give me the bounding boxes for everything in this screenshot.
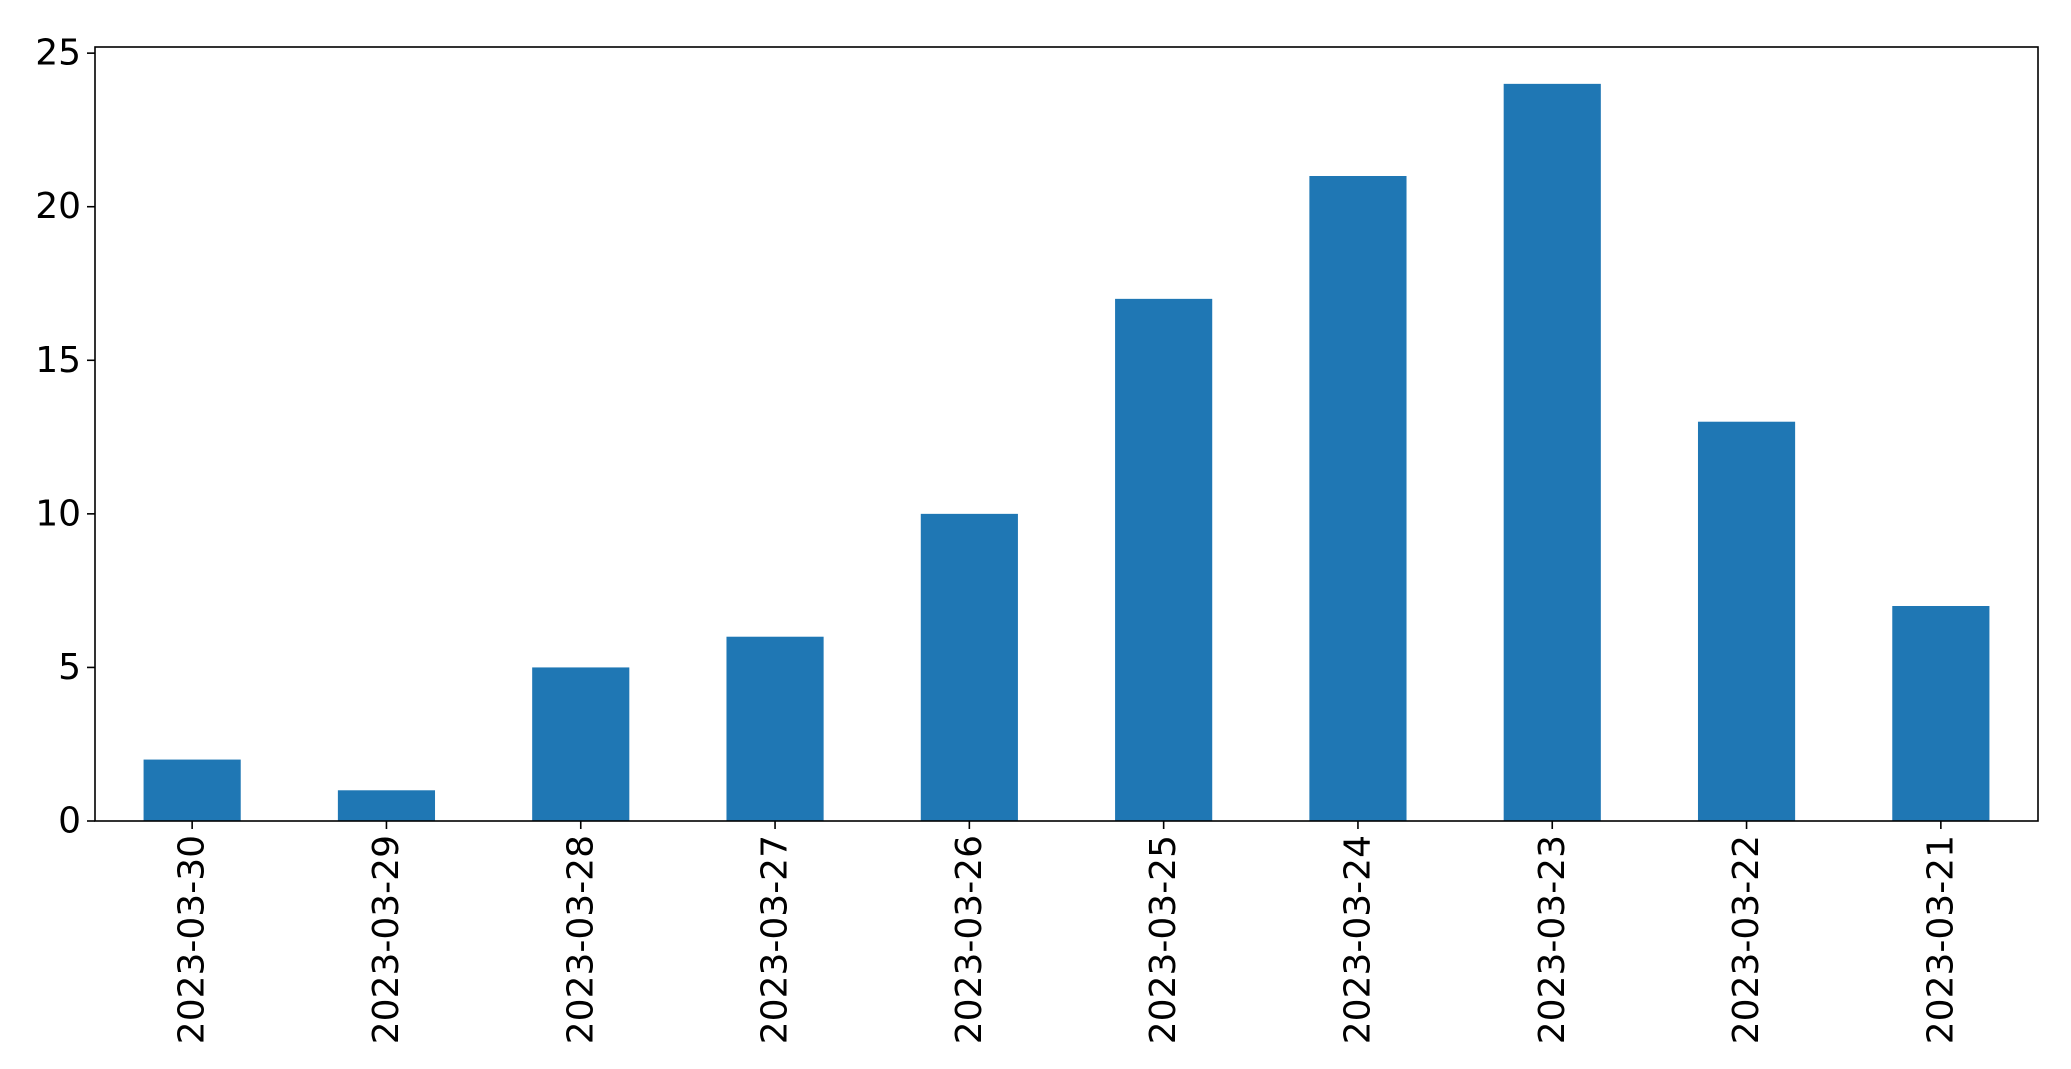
y-tick-label-20: 20 bbox=[35, 186, 81, 227]
bar-2023-03-30 bbox=[143, 759, 241, 821]
x-tick-label-2023-03-21: 2023-03-21 bbox=[1920, 835, 1961, 1044]
bar-2023-03-26 bbox=[920, 513, 1018, 821]
y-tick-label-25: 25 bbox=[35, 33, 81, 74]
y-tick-label-5: 5 bbox=[58, 647, 81, 688]
bar-2023-03-23 bbox=[1503, 83, 1601, 822]
x-tick-label-2023-03-28: 2023-03-28 bbox=[560, 835, 601, 1044]
bar-2023-03-21 bbox=[1892, 606, 1990, 821]
y-tick-label-10: 10 bbox=[35, 493, 81, 534]
plot-frame bbox=[94, 46, 2039, 822]
x-tick-label-2023-03-22: 2023-03-22 bbox=[1726, 835, 1767, 1044]
bar-2023-03-22 bbox=[1697, 421, 1796, 821]
x-tick-label-2023-03-26: 2023-03-26 bbox=[949, 835, 990, 1044]
bars-group bbox=[143, 83, 1990, 822]
x-tick-label-2023-03-30: 2023-03-30 bbox=[172, 835, 213, 1044]
bar-2023-03-28 bbox=[532, 667, 630, 821]
x-tick-label-2023-03-25: 2023-03-25 bbox=[1143, 835, 1184, 1044]
bar-2023-03-27 bbox=[726, 636, 824, 821]
y-tick-label-0: 0 bbox=[58, 801, 81, 842]
y-tick-label-15: 15 bbox=[35, 340, 81, 381]
x-tick-label-2023-03-24: 2023-03-24 bbox=[1337, 835, 1378, 1044]
y-axis: 0 5 10 15 20 25 bbox=[35, 33, 95, 842]
x-tick-label-2023-03-27: 2023-03-27 bbox=[755, 835, 796, 1044]
bar-2023-03-25 bbox=[1115, 298, 1213, 821]
x-tick-label-2023-03-23: 2023-03-23 bbox=[1532, 835, 1573, 1044]
x-axis: 2023-03-30 2023-03-29 2023-03-28 2023-03-27… bbox=[172, 821, 1961, 1044]
x-tick-label-2023-03-29: 2023-03-29 bbox=[366, 835, 407, 1044]
bar-2023-03-29 bbox=[337, 790, 436, 821]
bar-2023-03-24 bbox=[1309, 176, 1407, 821]
